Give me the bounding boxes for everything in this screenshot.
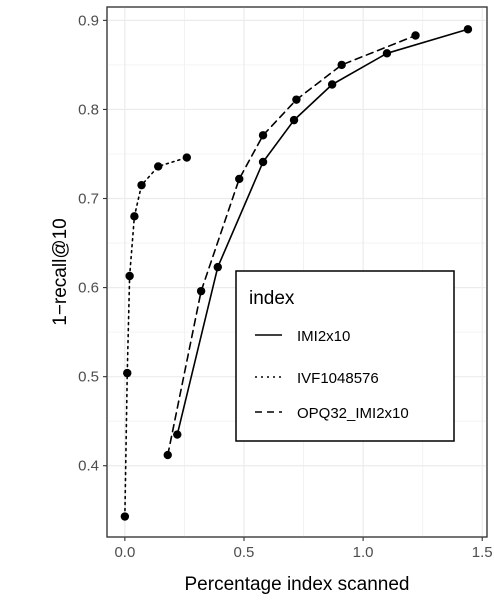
y-tick-label: 0.6 [78,280,99,297]
data-point-opq32-imi2x10 [163,450,172,460]
y-tick-label: 0.9 [78,12,99,29]
data-point-ivf1048576 [120,512,130,521]
data-point-opq32-imi2x10 [235,174,244,184]
y-axis-title: 1−recall@10 [50,218,71,326]
legend: index IMI2x10 IVF1048576 OPQ32_IMI2x10 [235,270,455,442]
data-point-ivf1048576 [154,162,163,171]
legend-title: index [249,288,295,309]
data-point-ivf1048576 [130,212,139,221]
data-point-ivf1048576 [125,271,134,281]
x-axis-title: Percentage index scanned [185,574,410,595]
data-point-imi2x10 [213,262,222,272]
data-point-imi2x10 [382,49,392,58]
y-tick-label: 0.5 [78,369,99,386]
data-point-imi2x10 [327,80,337,89]
y-tick-label: 0.8 [78,101,99,118]
axis-ticks: 0.0 0.5 1.0 1.5 0.4 0.5 0.6 0.7 0.8 0.9 [78,12,493,561]
x-tick-label: 0.0 [114,544,135,561]
data-point-imi2x10 [463,25,473,34]
minor-gridlines [107,7,487,537]
data-point-imi2x10 [258,157,268,167]
legend-label-imi2x10: IMI2x10 [297,328,350,345]
data-point-opq32-imi2x10 [411,31,420,40]
x-tick-label: 1.0 [353,544,374,561]
legend-label-opq32-imi2x10: OPQ32_IMI2x10 [297,405,409,422]
y-tick-label: 0.4 [78,458,99,475]
x-tick-label: 1.5 [472,544,493,561]
data-point-opq32-imi2x10 [337,60,346,70]
data-point-opq32-imi2x10 [258,131,268,140]
data-point-imi2x10 [173,430,182,439]
data-point-imi2x10 [289,115,299,125]
data-point-ivf1048576 [123,368,132,378]
data-point-ivf1048576 [137,180,146,190]
legend-label-ivf1048576: IVF1048576 [297,370,379,387]
data-point-opq32-imi2x10 [196,286,206,296]
plot-panel-border [106,6,488,538]
x-tick-label: 0.5 [234,544,255,561]
legend-items: IMI2x10 IVF1048576 OPQ32_IMI2x10 [255,328,409,422]
series-layer [120,25,473,521]
y-tick-label: 0.7 [78,191,99,208]
data-point-ivf1048576 [182,153,192,162]
data-point-opq32-imi2x10 [292,95,301,104]
